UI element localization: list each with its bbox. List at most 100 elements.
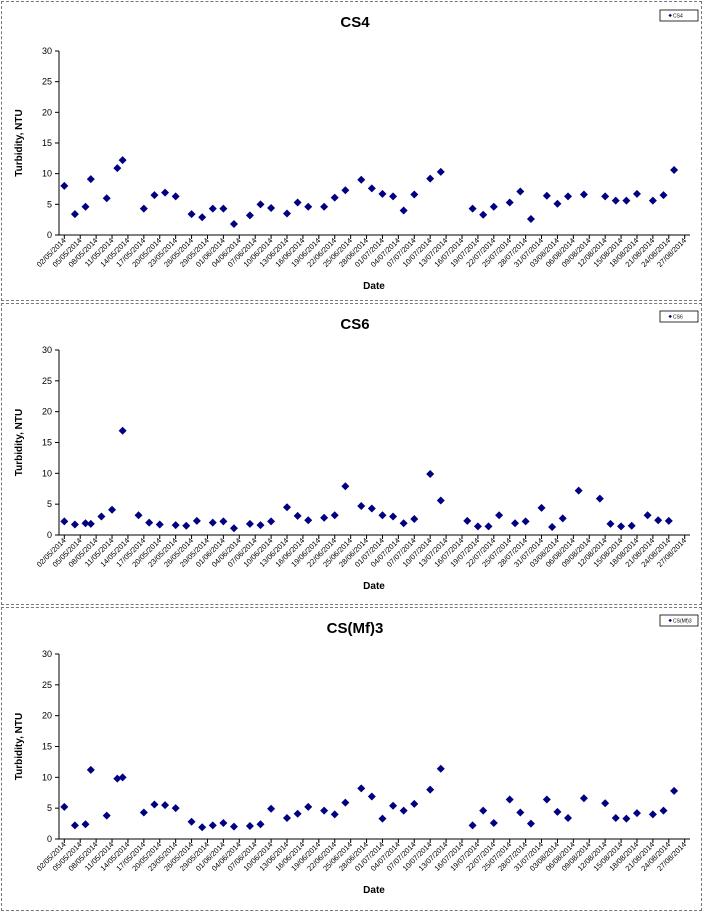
- data-point: [245, 519, 254, 528]
- data-point: [330, 810, 339, 819]
- legend-marker: [668, 13, 672, 18]
- y-tick-label: 30: [42, 649, 52, 659]
- data-point: [171, 192, 180, 201]
- y-tick-label: 10: [42, 468, 52, 478]
- data-point: [643, 511, 652, 520]
- data-point: [320, 806, 329, 815]
- legend-label: CS6: [673, 315, 683, 321]
- data-point: [627, 521, 636, 530]
- data-point: [283, 209, 292, 218]
- y-tick-label: 5: [47, 199, 52, 209]
- data-point: [664, 516, 673, 525]
- data-point: [341, 186, 350, 195]
- data-point: [479, 210, 488, 219]
- data-point: [208, 821, 217, 830]
- data-point: [367, 184, 376, 193]
- data-point: [208, 518, 217, 527]
- data-point: [139, 808, 148, 817]
- data-point: [436, 167, 445, 176]
- data-point: [60, 181, 69, 190]
- data-point: [505, 795, 514, 804]
- data-point: [293, 809, 302, 818]
- data-point: [595, 494, 604, 503]
- data-point: [426, 174, 435, 183]
- data-point: [632, 189, 641, 198]
- data-point: [161, 188, 170, 197]
- data-point: [219, 204, 228, 213]
- y-tick-label: 30: [42, 46, 52, 56]
- data-point: [463, 516, 472, 525]
- data-point: [648, 810, 657, 819]
- data-point: [622, 196, 631, 205]
- data-point: [526, 819, 535, 828]
- data-point: [389, 192, 398, 201]
- data-point: [256, 521, 265, 530]
- data-point: [171, 804, 180, 813]
- data-point: [389, 512, 398, 521]
- data-point: [70, 821, 79, 830]
- data-point: [118, 773, 127, 782]
- data-point: [553, 199, 562, 208]
- data-point: [245, 822, 254, 831]
- data-point: [357, 784, 366, 793]
- data-point: [81, 202, 90, 211]
- chart-panel-cs4: CS4 CS4 0 5 10 15 20 25 30 02/05/2014 05/05/2014 08…: [1, 1, 702, 301]
- data-point: [219, 818, 228, 827]
- legend: CS4: [659, 9, 699, 22]
- y-tick-label: 20: [42, 107, 52, 117]
- legend-box: [659, 9, 699, 22]
- data-point: [367, 792, 376, 801]
- data-point: [108, 505, 117, 514]
- data-point: [632, 809, 641, 818]
- data-point: [102, 194, 111, 203]
- x-axis-label: Date: [363, 885, 385, 896]
- y-axis-label: Turbidity, NTU: [14, 713, 25, 780]
- data-point: [198, 823, 207, 832]
- data-point: [86, 175, 95, 184]
- data-point: [484, 522, 493, 531]
- data-point: [81, 820, 90, 829]
- data-point: [516, 187, 525, 196]
- data-point: [70, 520, 79, 529]
- data-point: [304, 516, 313, 525]
- data-point: [670, 786, 679, 795]
- data-point: [341, 798, 350, 807]
- data-point: [150, 800, 159, 809]
- data-point: [564, 814, 573, 823]
- data-point: [489, 818, 498, 827]
- data-point: [542, 191, 551, 200]
- data-point: [267, 804, 276, 813]
- data-point: [208, 204, 217, 213]
- data-point: [542, 795, 551, 804]
- data-point: [60, 802, 69, 811]
- chart-title: CS(Mf)3: [327, 620, 384, 637]
- data-point: [245, 211, 254, 220]
- y-tick-label: 15: [42, 742, 52, 752]
- data-point: [516, 808, 525, 817]
- data-point: [574, 486, 583, 495]
- data-point: [564, 192, 573, 201]
- data-point: [145, 518, 154, 527]
- data-point: [113, 774, 122, 783]
- data-point: [330, 511, 339, 520]
- data-point: [521, 517, 530, 526]
- data-point: [304, 202, 313, 211]
- data-point: [304, 802, 313, 811]
- data-point: [378, 189, 387, 198]
- data-point: [60, 517, 69, 526]
- data-point: [617, 522, 626, 531]
- data-point: [320, 513, 329, 522]
- data-point: [150, 191, 159, 200]
- data-point: [654, 516, 663, 525]
- data-point: [357, 502, 366, 511]
- data-point: [118, 426, 127, 435]
- data-point: [436, 496, 445, 505]
- data-point: [378, 511, 387, 520]
- data-point: [283, 503, 292, 512]
- data-point: [489, 202, 498, 211]
- data-point: [495, 511, 504, 520]
- data-point: [320, 202, 329, 211]
- data-point: [611, 814, 620, 823]
- data-point: [479, 806, 488, 815]
